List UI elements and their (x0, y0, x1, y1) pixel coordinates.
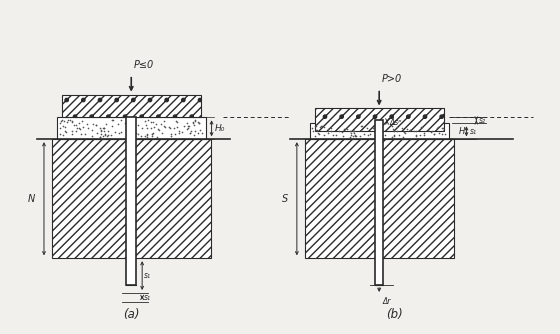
Bar (315, 109, 444, 131)
Bar (127, 118, 136, 285)
Bar (305, 139, 454, 258)
Bar (62, 95, 200, 118)
Text: P≤0: P≤0 (134, 60, 155, 70)
Bar (375, 120, 383, 285)
Text: H₀: H₀ (214, 124, 225, 133)
Text: s₁: s₁ (469, 127, 477, 136)
Text: (b): (b) (386, 308, 403, 321)
Text: P>0: P>0 (382, 74, 403, 84)
Text: s₁: s₁ (144, 271, 151, 280)
Text: s₂: s₂ (479, 116, 486, 125)
Text: H: H (459, 127, 465, 136)
Text: S: S (282, 194, 288, 204)
Text: Δr: Δr (382, 297, 390, 306)
Bar (52, 139, 211, 258)
Text: (a): (a) (123, 308, 139, 321)
Text: N: N (28, 194, 35, 204)
Text: s₁: s₁ (144, 293, 151, 302)
Bar (57, 118, 206, 139)
Text: Δsᵖ: Δsᵖ (389, 118, 402, 127)
Bar (310, 123, 449, 139)
